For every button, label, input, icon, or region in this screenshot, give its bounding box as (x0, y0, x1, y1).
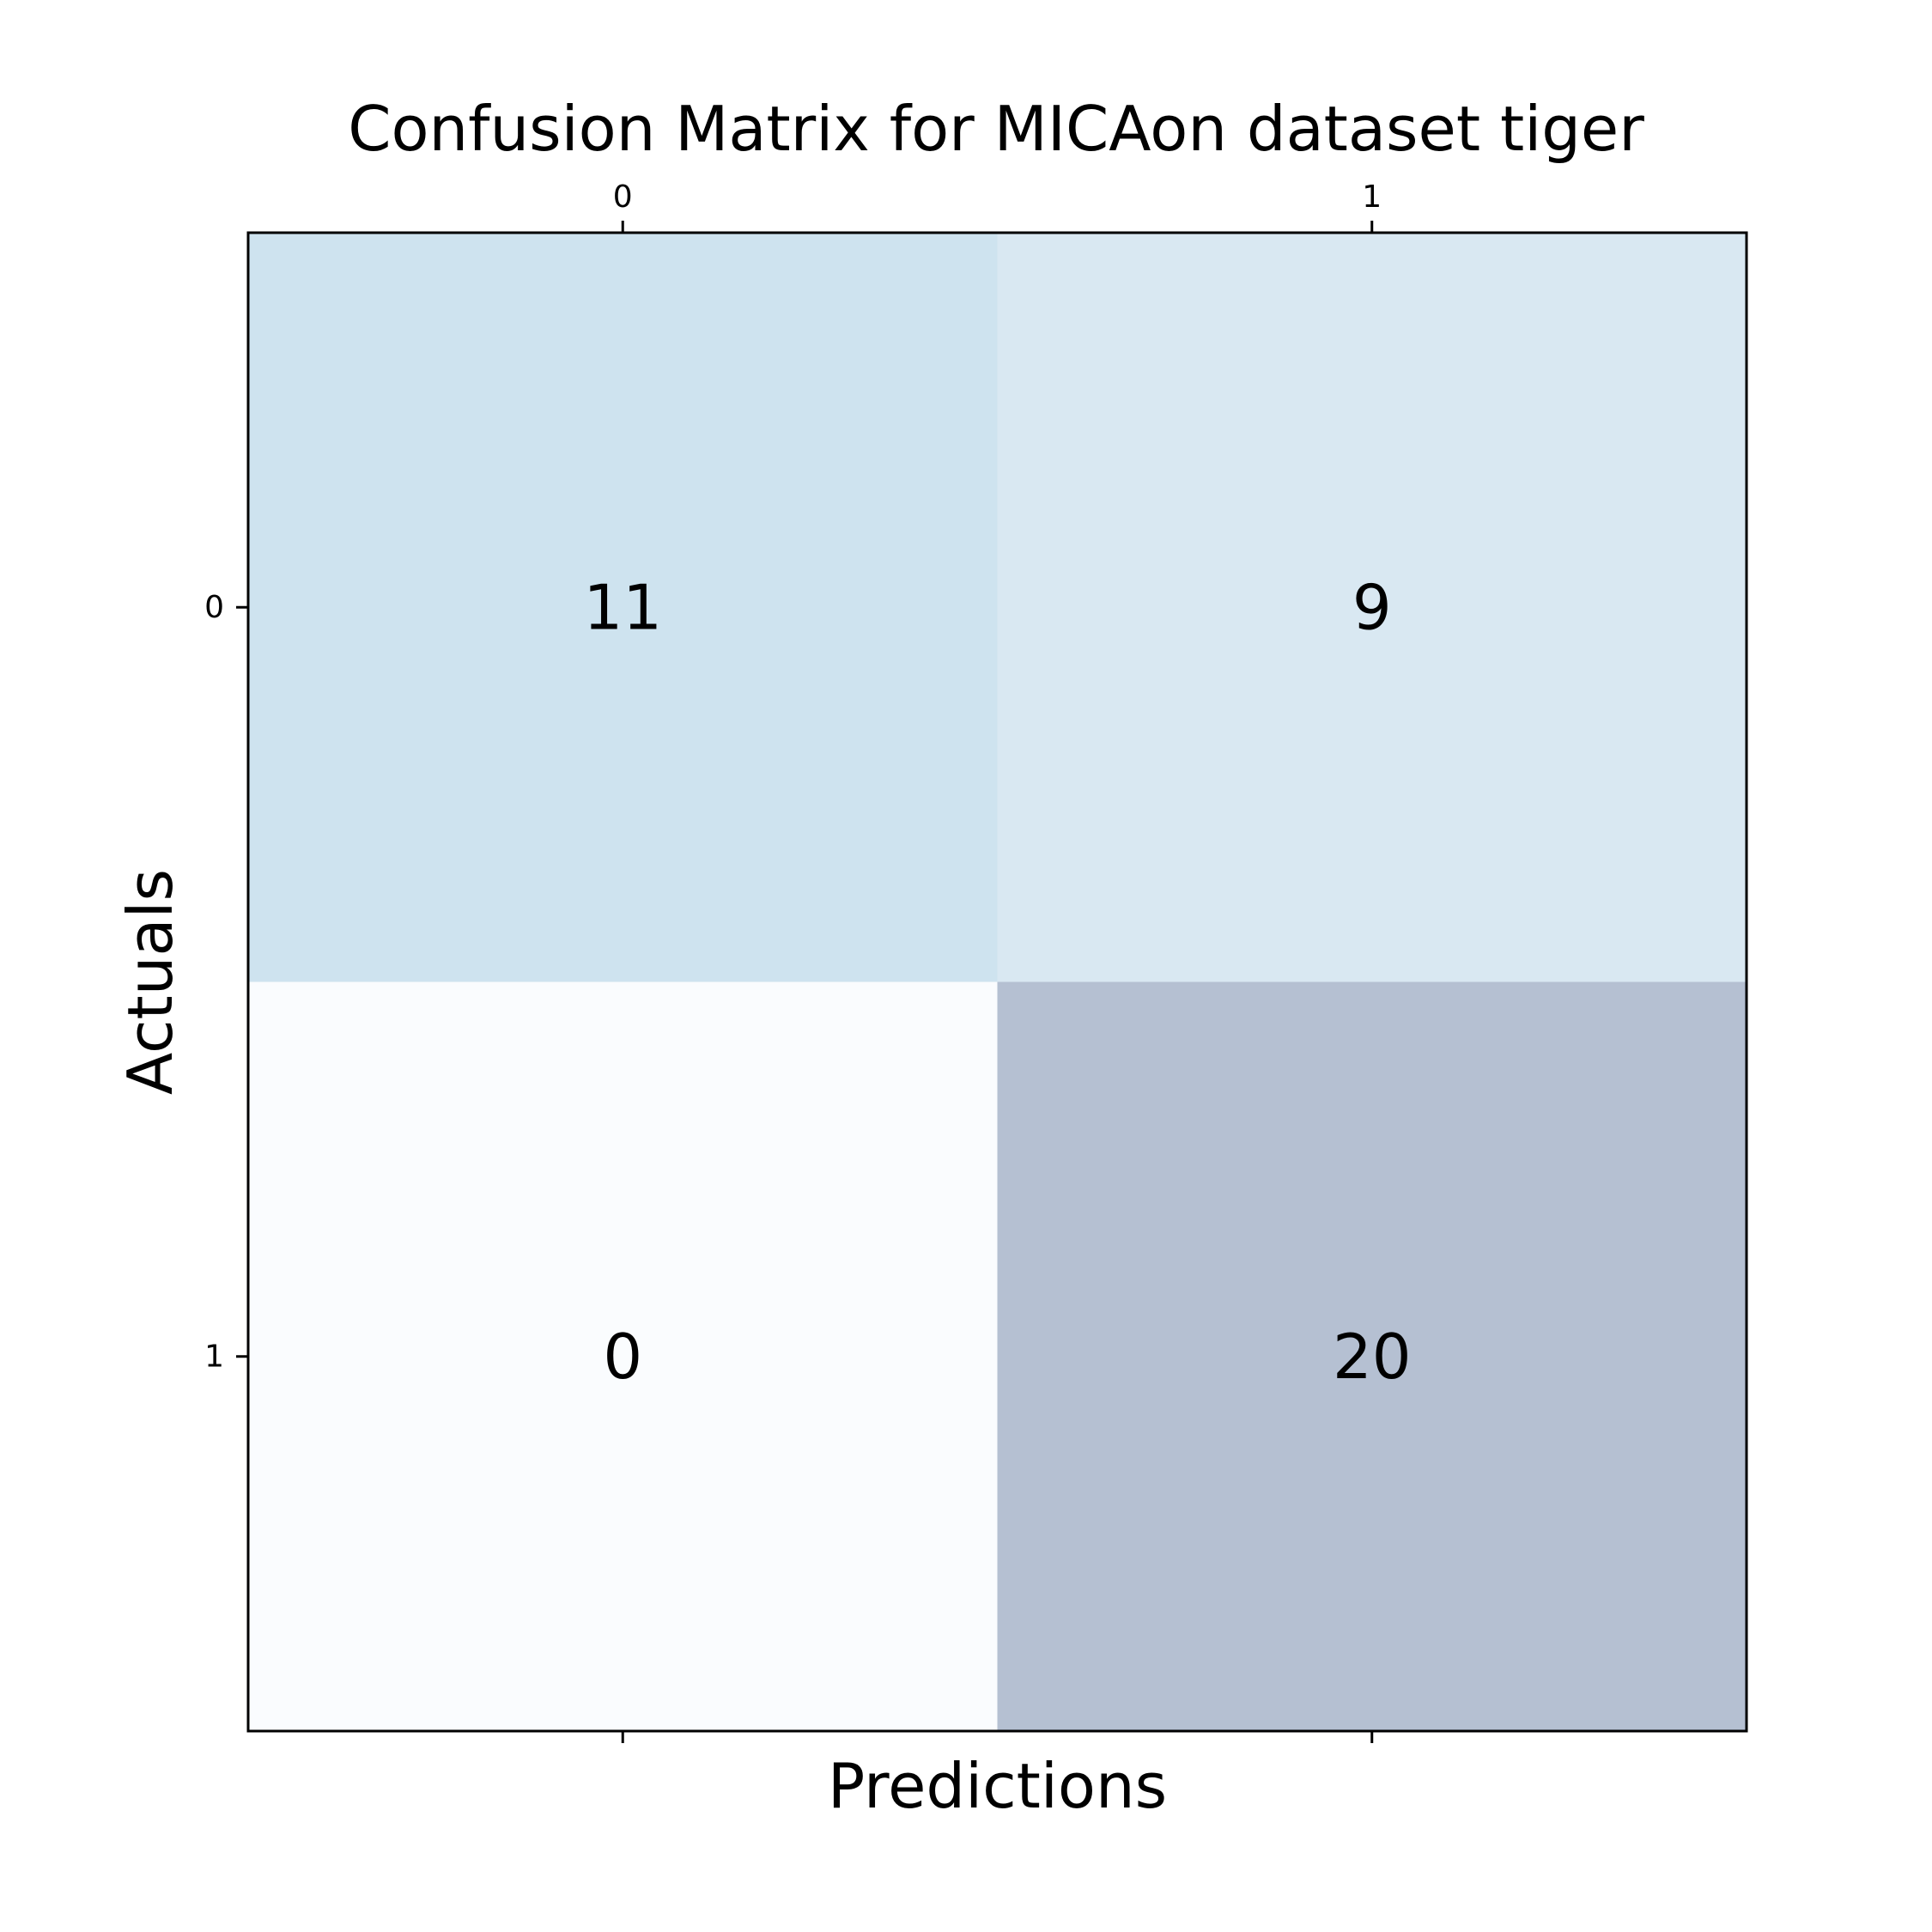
y-tick-label-1: 1 (204, 1339, 224, 1374)
chart-title: Confusion Matrix for MICAon dataset tige… (348, 93, 1644, 165)
cell-value-label-r0-c1: 9 (1352, 571, 1392, 643)
x-axis-label: Predictions (828, 1750, 1167, 1822)
cell-value-label-r0-c0: 11 (583, 571, 662, 643)
matrix-cell-r0-c0 (248, 233, 998, 982)
cell-value-label-r1-c0: 0 (603, 1321, 642, 1393)
matrix-cell-r0-c1 (997, 233, 1747, 982)
y-tick-label-0: 0 (204, 590, 224, 625)
plot-frame (246, 231, 1748, 1733)
cell-value-label-r1-c1: 20 (1333, 1321, 1412, 1393)
matrix-cell-r1-c1 (997, 981, 1747, 1732)
y-axis-label: Actuals (114, 869, 186, 1095)
matrix-cells (248, 233, 1747, 1732)
x-tick-label-1: 1 (1362, 179, 1382, 215)
axis-ticks: 0 1 0 1 (204, 179, 1382, 1743)
matrix-cell-r1-c0 (248, 981, 998, 1732)
matrix-cell-labels: 11 9 0 20 (583, 571, 1411, 1393)
x-tick-label-0: 0 (613, 179, 633, 215)
